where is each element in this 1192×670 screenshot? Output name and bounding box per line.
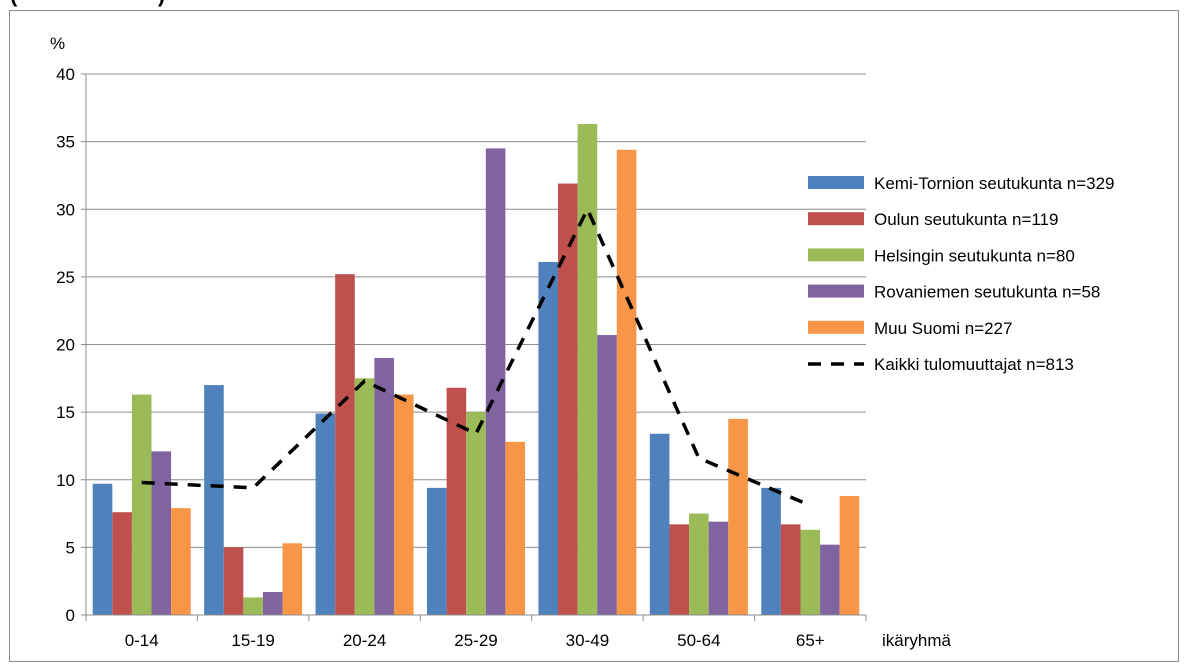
- y-tick-label: 0: [66, 606, 75, 625]
- bar: [446, 387, 467, 615]
- bar: [649, 433, 670, 615]
- y-tick-label: 30: [56, 200, 75, 219]
- bar: [800, 529, 821, 615]
- bar: [243, 597, 263, 615]
- bar: [780, 524, 801, 615]
- bar: [335, 274, 355, 615]
- x-tick-label: 25-29: [454, 631, 497, 650]
- bars: [92, 124, 860, 616]
- y-tick-label: 25: [56, 268, 75, 287]
- x-tick-label: 0-14: [125, 631, 159, 650]
- axes: 0 5 10 15 20 25 30 35 40 0-14 15-19 20-24 25-29 30-49…: [50, 34, 952, 650]
- bar: [354, 378, 375, 615]
- legend-label: Helsingin seutukunta n=80: [874, 246, 1075, 265]
- legend-label: Kaikki tulomuuttajat n=813: [874, 355, 1074, 374]
- bar: [597, 335, 617, 615]
- bar: [761, 487, 781, 615]
- bar: [669, 524, 690, 615]
- bar: [689, 513, 709, 615]
- bar: [223, 547, 244, 615]
- x-tick-label: 65+: [796, 631, 825, 650]
- x-axis-label: ikäryhmä: [882, 631, 952, 650]
- x-tick-label: 30-49: [566, 631, 609, 650]
- legend-label: Muu Suomi n=227: [874, 319, 1012, 338]
- chart-title-fragment: ( ): [10, 0, 165, 17]
- legend-swatch: [808, 248, 864, 262]
- bar: [171, 508, 191, 615]
- x-tick-label: 50-64: [677, 631, 720, 650]
- bar: [282, 543, 303, 615]
- legend-swatch: [808, 176, 864, 189]
- bar: [92, 483, 113, 615]
- legend-swatch: [808, 320, 864, 334]
- bar: [151, 451, 172, 615]
- y-axis-label: %: [50, 34, 65, 53]
- y-tick-label: 35: [56, 133, 75, 152]
- legend: Kemi-Tornion seutukunta n=329 Oulun seutu…: [808, 174, 1115, 374]
- y-tick-label: 40: [56, 65, 75, 84]
- bar: [112, 512, 132, 615]
- y-tick-label: 5: [66, 538, 75, 557]
- y-tick-label: 20: [56, 336, 75, 355]
- bar: [466, 412, 486, 615]
- bar: [262, 592, 283, 615]
- bar: [427, 487, 447, 615]
- bar: [393, 394, 414, 615]
- bar: [558, 183, 578, 616]
- bar: [728, 418, 748, 615]
- bar: [131, 394, 152, 615]
- x-tick-label: 15-19: [231, 631, 274, 650]
- bar: [616, 149, 637, 616]
- bar: [374, 358, 394, 615]
- legend-label: Oulun seutukunta n=119: [874, 210, 1058, 229]
- bar: [204, 385, 224, 615]
- bar: [708, 521, 729, 615]
- legend-label: Rovaniemen seutukunta n=58: [874, 283, 1100, 302]
- legend-swatch: [808, 212, 864, 226]
- bar: [839, 495, 860, 615]
- bar: [485, 148, 506, 615]
- bar: [538, 261, 559, 615]
- y-tick-label: 10: [56, 471, 75, 490]
- bar: [820, 544, 840, 615]
- legend-label: Kemi-Tornion seutukunta n=329: [874, 174, 1115, 193]
- bar: [577, 124, 598, 615]
- bar: [315, 413, 336, 615]
- x-tick-label: 20-24: [343, 631, 386, 650]
- legend-swatch: [808, 284, 864, 298]
- bar: [505, 441, 525, 615]
- y-tick-label: 15: [56, 403, 75, 422]
